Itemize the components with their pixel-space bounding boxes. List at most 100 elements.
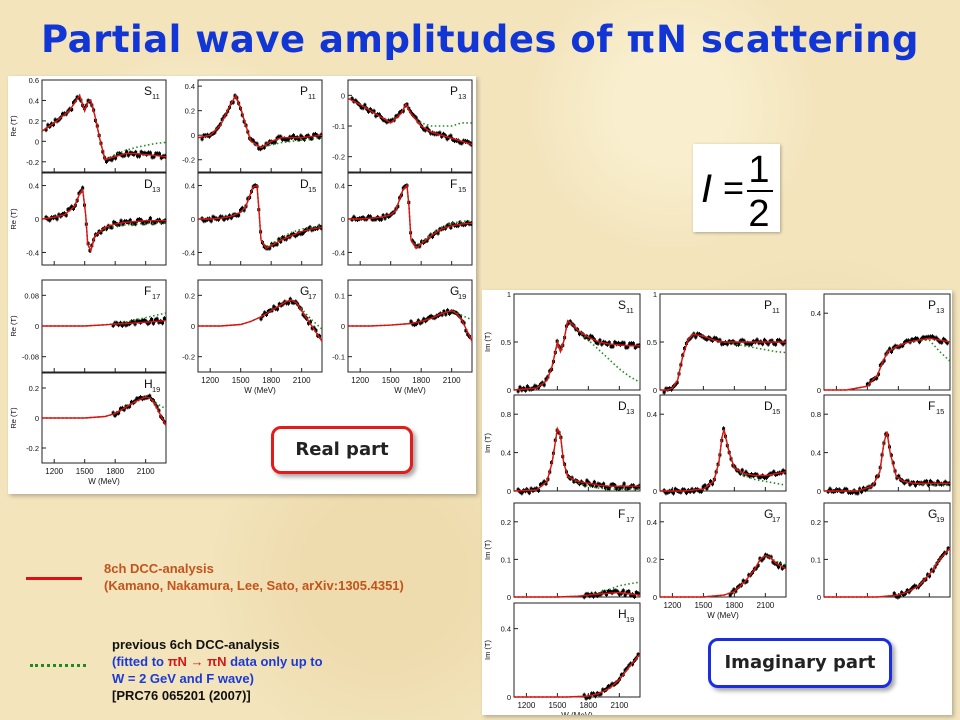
y-axis-title: Re (T) [9,315,18,337]
data-point [114,156,118,160]
data-point [310,137,314,141]
data-point [446,309,450,313]
wave-label: D [300,177,309,191]
y-tick-label: 0 [817,593,821,602]
data-point [605,486,609,490]
data-point [906,479,910,483]
data-point [699,489,703,493]
y-tick-label: 0 [341,215,345,224]
data-point [414,116,418,120]
data-point [604,486,608,490]
data-point [744,470,748,474]
data-point [774,473,778,477]
data-point [442,310,446,314]
data-point [781,342,785,346]
data-point [928,574,932,578]
data-point [70,108,74,112]
data-point [625,590,629,594]
y-tick-label: 0 [507,593,511,602]
y-tick-label: 0 [191,322,195,331]
plot-f15: 0.8 0.4 0 F 15 [811,394,951,496]
data-point [279,135,283,139]
data-point [273,140,277,144]
data-point [583,483,587,487]
data-point [368,215,372,219]
data-point [120,406,124,410]
data-point [55,217,59,221]
y-tick-label: 0 [653,593,657,602]
data-point [412,114,416,118]
data-point [352,215,356,219]
data-point [587,337,591,341]
data-point [454,139,458,143]
wave-label: P [764,298,772,312]
data-point [48,218,52,222]
data-point [410,239,414,243]
y-tick-label: 0.4 [335,182,345,191]
data-point [527,491,531,495]
current-fit-curve [42,396,167,426]
data-point [535,385,539,389]
wave-label: G [450,284,459,298]
wave-subscript: 11 [626,306,634,315]
data-point [153,318,157,322]
y-axis-title: Re (T) [9,115,18,137]
data-point [568,320,572,324]
data-point [70,205,74,209]
data-point [611,482,615,486]
data-point [136,218,140,222]
data-point [44,128,48,132]
data-point [387,215,391,219]
y-axis-title: Im (T) [483,640,492,660]
data-point [277,135,281,139]
data-point [228,214,232,218]
current-fit-curve [824,431,950,492]
data-point [57,213,61,217]
data-point [901,344,905,348]
data-point [759,475,763,479]
data-point [763,338,767,342]
y-tick-label: -0.1 [332,353,345,362]
legend-previous-range: W = 2 GeV and F wave) [112,671,254,686]
data-point [542,480,546,484]
data-point [423,128,427,132]
x-tick-label: 1500 [694,601,712,610]
wave-subscript: 13 [152,185,160,194]
plot-s11: 1 0.5 0 S 11 [501,290,641,395]
plot-f17: 0.08 0 -0.08 F 17 [22,279,167,373]
data-point [697,489,701,493]
data-point [632,594,636,598]
data-point [361,216,365,220]
data-point [235,213,239,217]
data-point [942,337,946,341]
data-point [588,695,592,699]
current-fit-curve [660,429,787,492]
data-point [367,215,371,219]
data-point [616,590,620,594]
data-point [72,101,76,105]
data-point [622,482,626,486]
data-point [516,389,520,393]
x-tick-label: 1500 [232,376,250,385]
data-point [438,131,442,135]
data-point [411,322,415,326]
data-point [282,137,286,141]
data-point [374,114,378,118]
data-point [607,487,611,491]
data-point [275,242,279,246]
data-point [418,321,422,325]
data-point [104,159,108,163]
x-axis-title: W (MeV) [244,386,276,395]
x-tick-label: 1200 [663,601,681,610]
data-point [896,595,900,599]
data-point [420,240,424,244]
data-point [405,103,409,107]
current-fit-curve [348,183,473,250]
data-point [848,491,852,495]
data-point [253,184,257,188]
data-point [522,386,526,390]
plot-g17: 0.2 0 -0.2 G17 [182,279,323,373]
data-point [453,139,457,143]
data-point [766,342,770,346]
data-point [132,152,136,156]
